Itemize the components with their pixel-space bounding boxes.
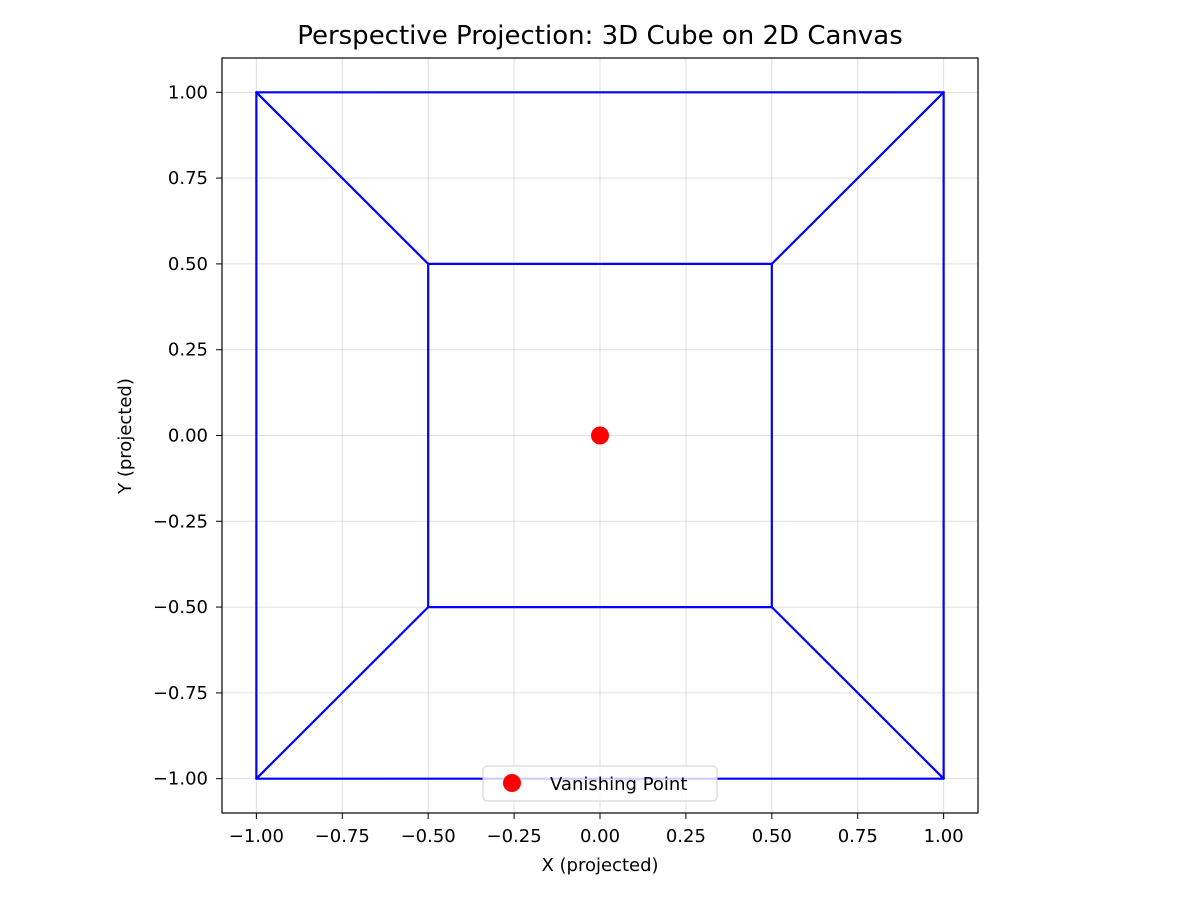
y-axis-label: Y (projected) <box>115 378 136 495</box>
legend: Vanishing Point <box>482 765 718 802</box>
x-tick-label-8: 1.00 <box>924 826 964 847</box>
y-tick-label-8: 1.00 <box>168 82 208 103</box>
y-tick-label-2: −0.50 <box>153 597 208 618</box>
x-tick-label-6: 0.50 <box>752 826 792 847</box>
legend-label-vanishing-point: Vanishing Point <box>550 774 687 795</box>
cube-edges <box>255 91 945 780</box>
y-ticks: −1.00 −0.75 −0.50 −0.25 0.00 0.25 0.50 0.75 1.00 <box>153 82 222 790</box>
y-tick-label-3: −0.25 <box>153 511 208 532</box>
y-tick-label-7: 0.75 <box>168 168 208 189</box>
y-tick-label-0: −1.00 <box>153 769 208 790</box>
cube-edge-8 <box>255 605 430 780</box>
x-axis-label: X (projected) <box>541 855 658 876</box>
x-tick-label-2: −0.50 <box>401 826 456 847</box>
cube-edge-9 <box>770 605 945 780</box>
y-tick-label-5: 0.25 <box>168 340 208 361</box>
y-tick-label-4: 0.00 <box>168 426 208 447</box>
x-tick-label-3: −0.25 <box>487 826 542 847</box>
x-tick-label-5: 0.25 <box>666 826 706 847</box>
x-tick-label-7: 0.75 <box>838 826 878 847</box>
cube-edge-11 <box>255 91 430 266</box>
cube-edge-10 <box>770 91 945 266</box>
legend-box <box>482 765 718 802</box>
y-tick-label-1: −0.75 <box>153 683 208 704</box>
y-tick-label-6: 0.50 <box>168 254 208 275</box>
chart-title: Perspective Projection: 3D Cube on 2D Ca… <box>297 21 903 51</box>
x-tick-label-4: 0.00 <box>580 826 620 847</box>
vanishing-point-marker <box>591 426 609 445</box>
x-tick-label-0: −1.00 <box>229 826 284 847</box>
x-tick-label-1: −0.75 <box>315 826 370 847</box>
x-ticks: −1.00 −0.75 −0.50 −0.25 0.00 0.25 0.50 0.75 1.00 <box>229 813 964 847</box>
legend-marker-vanishing-point <box>503 774 521 792</box>
vanishing-point-layer <box>591 426 609 445</box>
